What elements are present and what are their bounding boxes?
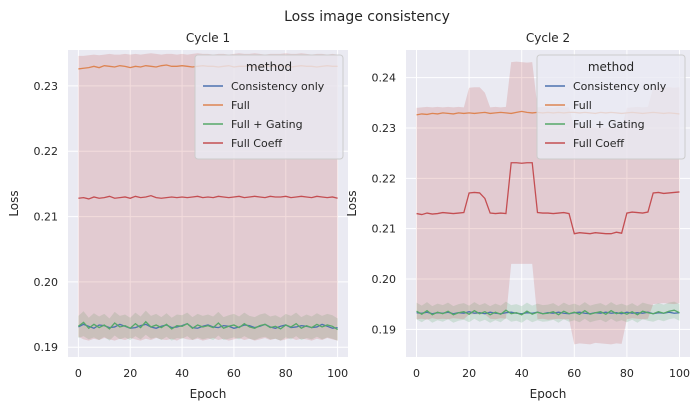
x-tick-label: 100 <box>669 367 690 380</box>
x-tick-label: 100 <box>327 367 348 380</box>
legend-entry: Consistency only <box>573 80 667 93</box>
legend-box <box>536 54 686 160</box>
x-axis-label: Epoch <box>530 387 567 401</box>
x-tick-label: 0 <box>413 367 420 380</box>
y-tick-label: 0.19 <box>372 323 397 336</box>
x-tick-label: 20 <box>462 367 476 380</box>
y-tick-label: 0.22 <box>34 145 59 158</box>
y-tick-label: 0.20 <box>34 276 59 289</box>
y-tick-label: 0.23 <box>372 122 397 135</box>
legend-title: method <box>246 60 292 74</box>
subplot-title: Cycle 2 <box>526 31 570 45</box>
legend-box <box>194 54 344 160</box>
series-line-full-coeff <box>78 194 338 200</box>
series-line-full-gating <box>416 309 680 316</box>
legend-entry: Full <box>231 99 250 112</box>
x-tick-label: 80 <box>279 367 293 380</box>
figure-title: Loss image consistency <box>284 9 450 25</box>
series-line-full-coeff <box>416 162 680 235</box>
legend-entry: Consistency only <box>231 80 325 93</box>
x-tick-label: 40 <box>515 367 529 380</box>
y-tick-label: 0.24 <box>372 72 397 85</box>
subplot-cycle-2: 0 20 40 60 80 100 0.19 0.20 0.21 0.22 0.23 0.24 Epoc… <box>345 31 690 401</box>
x-tick-label: 60 <box>567 367 581 380</box>
y-tick-label: 0.19 <box>34 341 59 354</box>
legend-entry: Full Coeff <box>231 137 282 150</box>
subplot-cycle-1: 0 20 40 60 80 100 0.19 0.20 0.21 0.22 0.23 Epoch Los… <box>7 31 348 401</box>
x-tick-label: 80 <box>620 367 634 380</box>
subplot-title: Cycle 1 <box>186 31 230 45</box>
legend-entry: Full + Gating <box>231 118 303 131</box>
legend-entry: Full + Gating <box>573 118 645 131</box>
x-tick-label: 20 <box>123 367 137 380</box>
y-tick-label: 0.20 <box>372 273 397 286</box>
y-tick-label: 0.22 <box>372 172 397 185</box>
x-axis-label: Epoch <box>190 387 227 401</box>
legend-entry: Full <box>573 99 592 112</box>
y-tick-label: 0.21 <box>372 223 397 236</box>
legend-title: method <box>588 60 634 74</box>
legend-entry: Full Coeff <box>573 137 624 150</box>
x-tick-label: 60 <box>227 367 241 380</box>
y-axis-label: Loss <box>7 190 21 216</box>
x-tick-label: 0 <box>75 367 82 380</box>
legend: method Consistency only Full Full + Gating F… <box>536 54 686 160</box>
series-line-full-gating <box>77 320 338 331</box>
x-tick-label: 40 <box>175 367 189 380</box>
y-tick-label: 0.21 <box>34 211 59 224</box>
y-axis-label: Loss <box>345 190 359 216</box>
y-tick-label: 0.23 <box>34 80 59 93</box>
legend: method Consistency only Full Full + Gating F… <box>194 54 344 160</box>
